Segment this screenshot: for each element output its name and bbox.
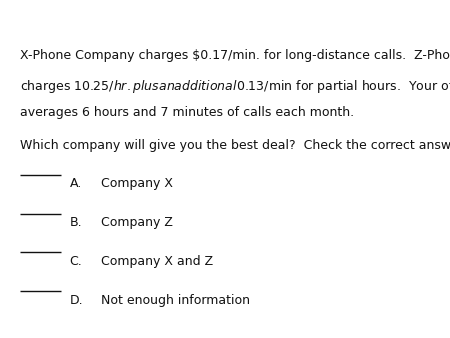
Text: charges $10.25/hr. plus an additional $0.13/min for partial hours.  Your office: charges $10.25/hr. plus an additional $0… (20, 78, 450, 95)
Text: D.: D. (70, 294, 83, 307)
Text: X-Phone Company charges $0.17/min. for long-distance calls.  Z-Phone Company: X-Phone Company charges $0.17/min. for l… (20, 49, 450, 62)
Text: A.: A. (70, 177, 82, 190)
Text: Not enough information: Not enough information (101, 294, 250, 307)
Text: Company X: Company X (101, 177, 173, 190)
Text: B.: B. (70, 216, 82, 229)
Text: Company Z: Company Z (101, 216, 173, 229)
Text: C.: C. (70, 255, 82, 268)
Text: Which company will give you the best deal?  Check the correct answer.: Which company will give you the best dea… (20, 139, 450, 151)
Text: averages 6 hours and 7 minutes of calls each month.: averages 6 hours and 7 minutes of calls … (20, 106, 355, 119)
Text: Company X and Z: Company X and Z (101, 255, 213, 268)
